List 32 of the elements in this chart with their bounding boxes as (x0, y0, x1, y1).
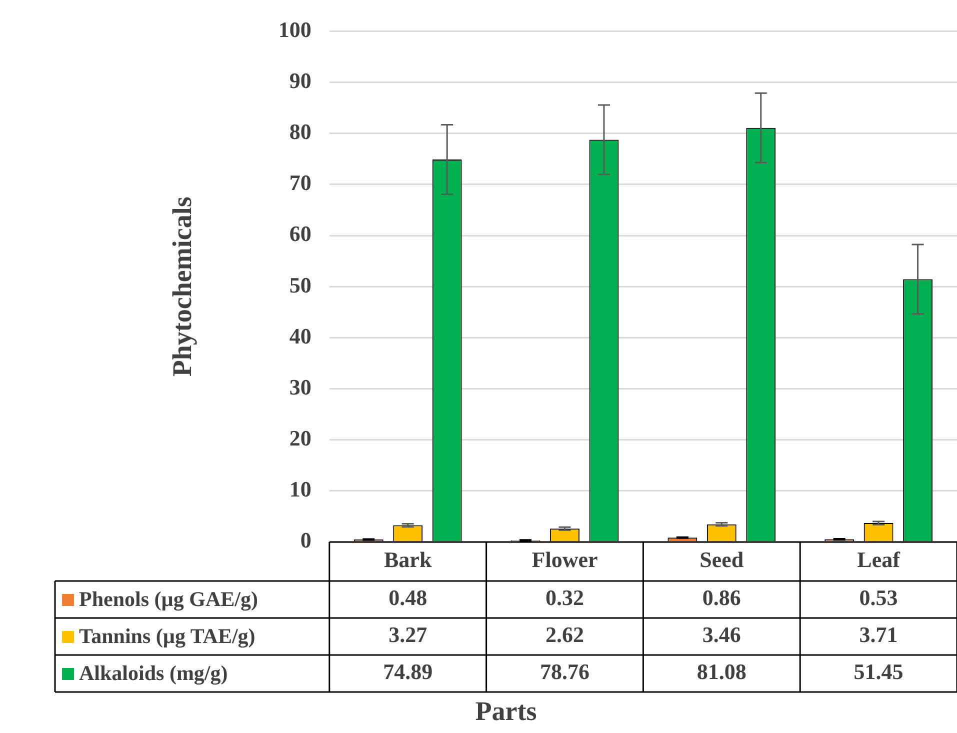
x-tick-label: Leaf (857, 547, 901, 572)
x-tick-label: Bark (384, 547, 432, 572)
data-label: 3.46 (702, 622, 741, 648)
legend-label: Phenols (µg GAE/g) (79, 587, 258, 612)
data-label: 0.86 (702, 585, 741, 610)
data-label: 0.48 (388, 585, 428, 610)
y-tick-label: 80 (289, 119, 312, 144)
data-label: 78.76 (540, 659, 590, 684)
y-tick-label: 20 (289, 426, 312, 451)
y-tick-label: 70 (289, 170, 312, 196)
data-label: 0.53 (859, 585, 898, 610)
y-tick-label: 50 (289, 272, 312, 298)
x-tick-label: Flower (532, 547, 598, 572)
y-tick-label: 0 (300, 528, 312, 553)
legend-label: Tannins (µg TAE/g) (79, 624, 256, 649)
y-tick-label: 10 (289, 476, 312, 502)
y-axis-title: Phytochemicals (167, 196, 198, 377)
data-label: 2.62 (546, 622, 584, 648)
x-axis-title: Parts (475, 696, 537, 726)
data-label: 0.32 (546, 585, 584, 610)
y-tick-label: 30 (289, 374, 312, 400)
y-tick-label: 40 (289, 323, 312, 348)
x-tick-label: Seed (700, 547, 744, 572)
data-label: 51.45 (854, 659, 904, 684)
data-label: 3.71 (859, 622, 898, 648)
y-tick-label: 100 (278, 16, 312, 42)
data-label: 81.08 (696, 659, 746, 684)
data-label: 3.27 (388, 622, 428, 648)
legend-label: Alkaloids (mg/g) (79, 661, 228, 686)
y-tick-label: 90 (289, 68, 312, 93)
data-label: 74.89 (383, 659, 433, 684)
y-tick-label: 60 (289, 221, 312, 246)
